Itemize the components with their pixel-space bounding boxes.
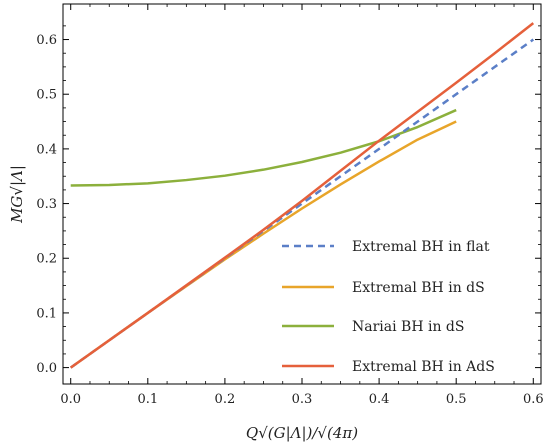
- x-tick-label: 0.5: [446, 392, 467, 407]
- y-tick-label: 0.4: [36, 142, 57, 157]
- x-tick-label: 0.0: [60, 392, 81, 407]
- y-tick-label: 0.3: [36, 197, 57, 212]
- x-tick-label: 0.1: [137, 392, 158, 407]
- legend-label: Nariai BH in dS: [352, 319, 465, 335]
- legend-label: Extremal BH in AdS: [352, 359, 495, 375]
- x-tick-label: 0.4: [369, 392, 390, 407]
- legend-layer: Extremal BH in flat Extremal BH in dS Nari…: [282, 239, 495, 375]
- x-tick-label: 0.3: [292, 392, 313, 407]
- x-axis-label: Q√(G|Λ|)/√(4π): [246, 424, 358, 442]
- x-tick-label: 0.2: [215, 392, 236, 407]
- y-tick-label: 0.6: [36, 33, 57, 48]
- ticks-layer: [63, 4, 541, 384]
- y-tick-label: 0.1: [36, 306, 57, 321]
- y-tick-label: 0.2: [36, 252, 57, 267]
- legend-label: Extremal BH in dS: [352, 280, 485, 296]
- series-line: [70, 108, 457, 187]
- legend-label: Extremal BH in flat: [352, 239, 490, 255]
- labels-layer: 0.0 0.1 0.2 0.3 0.4 0.5 0.6 0.0 0.1 0.2 0.3 0.4 0.5 0…: [8, 33, 544, 442]
- y-tick-label: 0.5: [36, 88, 57, 103]
- plot-frame: [62, 3, 542, 385]
- series-line: [69, 22, 535, 369]
- x-tick-label: 0.6: [523, 392, 544, 407]
- series-layer: [69, 22, 535, 369]
- y-tick-label: 0.0: [36, 361, 57, 376]
- y-axis-label: MG√|Λ|: [8, 165, 26, 224]
- series-line: [69, 38, 535, 369]
